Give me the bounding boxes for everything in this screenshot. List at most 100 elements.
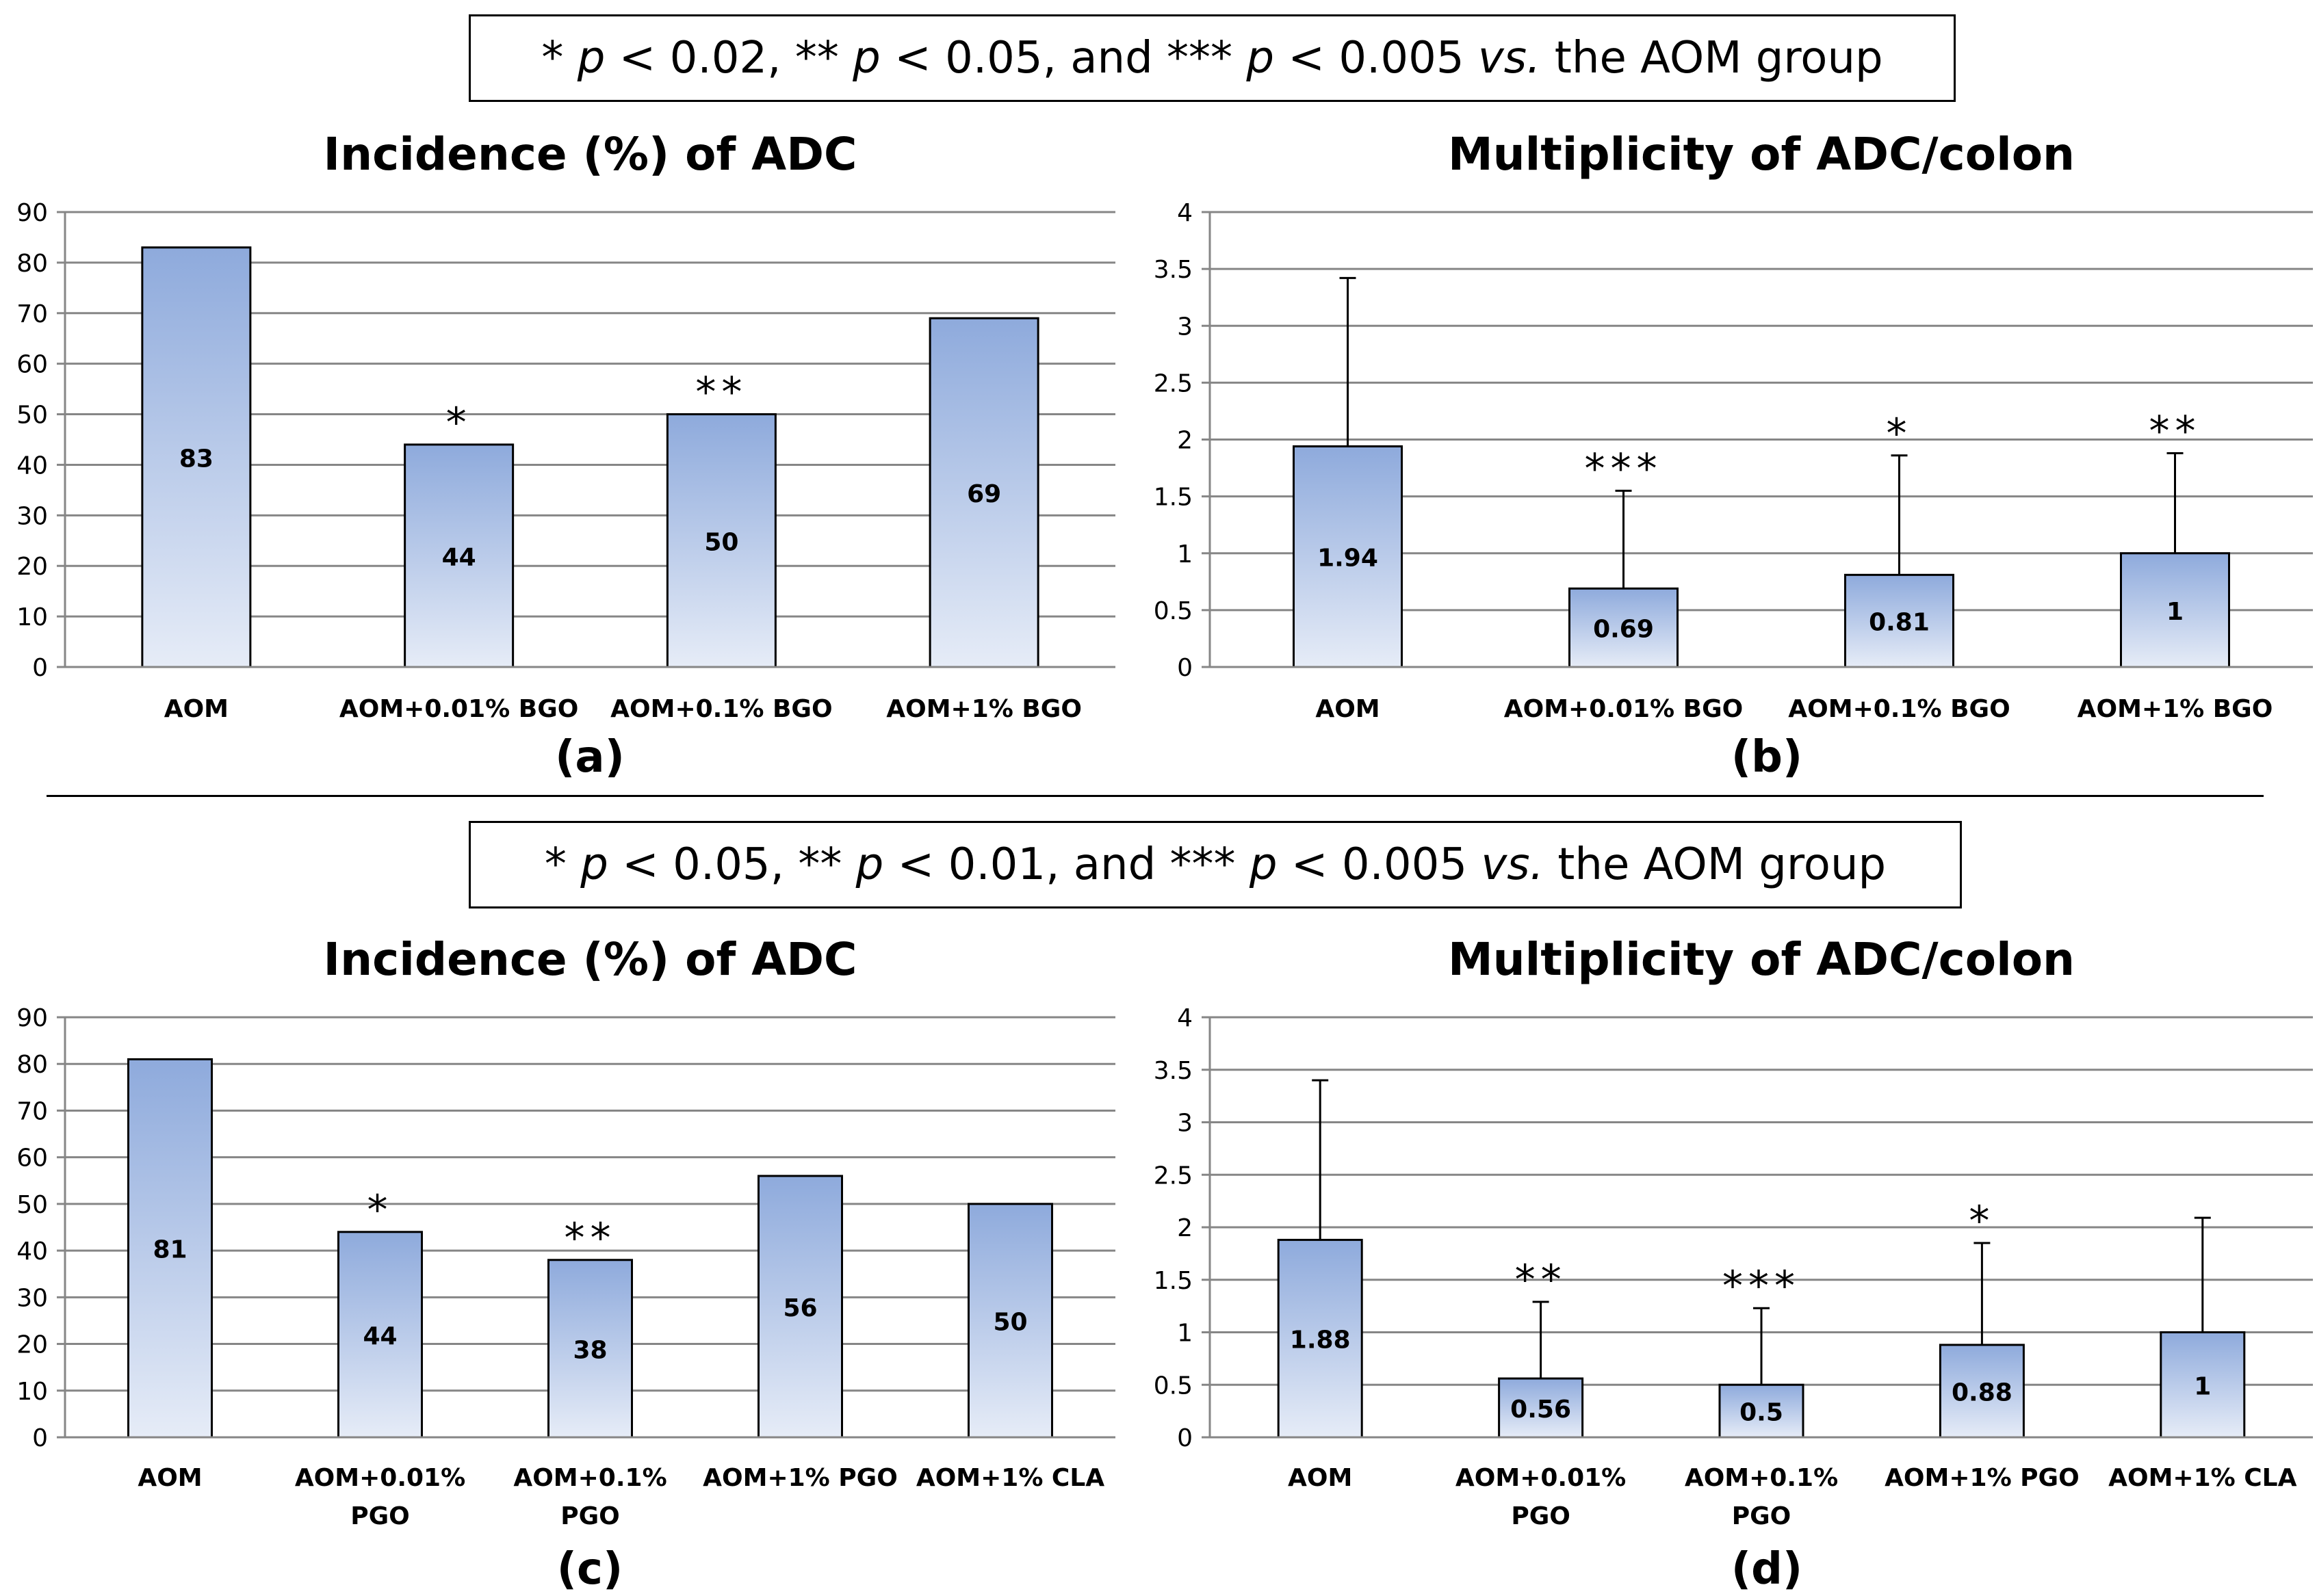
y-tick-label: 0 [32,654,48,682]
y-tick-label: 70 [16,300,48,328]
y-tick-label: 0 [1177,1424,1193,1452]
bar [141,246,252,668]
y-tick-label: 2 [1177,427,1193,455]
x-category-label: PGO [350,1502,410,1530]
bar [1277,1238,1363,1439]
legend-segment: the AOM group [1540,33,1883,83]
bar-value-label: 0.5 [1739,1399,1783,1427]
x-category-label: AOM+1% CLA [916,1464,1104,1492]
bar-value-label: 0.88 [1952,1378,2012,1407]
y-tick-label: 20 [16,553,48,581]
significance-marker: ** [2149,407,2201,455]
bar [547,1259,633,1439]
bar-value-label: 83 [179,445,213,473]
legend-segment: < 0.005 [1277,839,1481,890]
x-category-label: AOM+0.1% BGO [610,695,832,723]
y-tick-label: 30 [16,502,48,530]
y-tick-label: 80 [16,250,48,278]
legend-segment: < 0.05, ** [608,839,856,890]
legend-p: p [1249,839,1278,890]
legend-vs: vs. [1481,839,1544,890]
significance-marker: * [1969,1197,1995,1245]
y-tick-label: 1 [1177,540,1193,568]
y-tick-label: 90 [16,1004,48,1032]
y-tick-label: 2.5 [1154,369,1193,397]
bar [929,317,1039,668]
x-category-label: AOM+1% PGO [703,1464,898,1492]
x-category-label: AOM+0.1% BGO [1788,695,2010,723]
y-tick-label: 70 [16,1097,48,1125]
bar-value-label: 0.69 [1593,616,1654,644]
y-tick-label: 3.5 [1154,1057,1193,1085]
bar-value-label: 0.56 [1510,1396,1571,1424]
bar-value-label: 44 [442,543,476,571]
legend-segment: < 0.005 [1274,33,1478,83]
legend-segment: the AOM group [1543,839,1887,890]
bar [1939,1344,2025,1439]
significance-marker: ** [695,369,747,417]
y-tick-label: 30 [16,1284,48,1312]
bar-value-label: 1 [2194,1372,2211,1400]
bar [666,413,777,668]
bar-value-label: 0.81 [1869,609,1930,637]
panel-label: (c) [557,1544,623,1595]
y-tick-label: 0 [1177,654,1193,682]
legend-p: p [1246,33,1275,83]
y-tick-label: 4 [1177,199,1193,227]
y-tick-label: 40 [16,1238,48,1266]
legend-box-bottom: * p < 0.05, ** p < 0.01, and *** p < 0.0… [469,821,1962,908]
y-tick-label: 10 [16,1378,48,1406]
chart-d: Multiplicity of ADC/colon 0 0.5 1 1.5 2 2.5 3 3.… [1154,933,2313,1595]
significance-marker: ** [1515,1256,1567,1304]
y-tick-label: 0.5 [1154,597,1193,625]
y-tick-label: 1 [1177,1320,1193,1348]
x-category-label: AOM+0.01% [1455,1464,1626,1492]
y-tick-label: 3 [1177,313,1193,341]
legend-vs: vs. [1477,33,1541,83]
bar [1844,573,1954,668]
legend-star: * [544,839,567,890]
chart-title: Incidence (%) of ADC [324,933,857,986]
bar [127,1058,213,1439]
x-category-label: AOM [1288,1464,1352,1492]
x-category-label: AOM [138,1464,202,1492]
significance-marker: ** [565,1214,617,1262]
legend-text-top: * p < 0.02, ** p < 0.05, and *** p < 0.0… [541,36,1882,80]
bar [1718,1383,1804,1439]
x-category-label: AOM+0.1% [513,1464,666,1492]
significance-marker: * [1887,410,1913,458]
y-tick-label: 2 [1177,1214,1193,1242]
panel-label: (a) [555,732,625,783]
y-tick-label: 60 [16,351,48,379]
legend-segment: < 0.02, ** [605,33,853,83]
chart-title: Incidence (%) of ADC [324,128,857,181]
chart-title: Multiplicity of ADC/colon [1448,933,2075,986]
significance-marker: *** [1585,445,1663,493]
legend-text-bottom: * p < 0.05, ** p < 0.01, and *** p < 0.0… [545,843,1886,887]
panel-label: (b) [1731,732,1802,783]
y-tick-label: 80 [16,1051,48,1079]
bar-value-label: 38 [573,1336,607,1364]
chart-c: Incidence (%) of ADC 0 10 20 30 40 50 60 70 80 90 8… [16,933,1115,1595]
bar-value-label: 50 [704,528,738,556]
x-category-label: AOM+1% BGO [2077,695,2273,723]
bar [404,443,515,668]
bar [2160,1331,2246,1439]
bar-value-label: 56 [783,1294,817,1322]
bar-value-label: 50 [993,1308,1027,1336]
y-tick-label: 3 [1177,1110,1193,1138]
y-tick-label: 90 [16,199,48,227]
chart-a: Incidence (%) of ADC 0 10 20 30 40 50 60 70 80 90 8… [16,128,1115,783]
legend-p: p [855,839,884,890]
x-category-label: PGO [560,1502,620,1530]
legend-box-top: * p < 0.02, ** p < 0.05, and *** p < 0.0… [469,14,1956,102]
legend-star: * [541,33,564,83]
x-category-label: AOM+1% BGO [886,695,1082,723]
y-tick-label: 1.5 [1154,484,1193,512]
x-category-label: AOM+0.01% BGO [339,695,578,723]
y-tick-label: 1.5 [1154,1267,1193,1295]
y-tick-label: 0 [32,1424,48,1452]
x-category-label: AOM+1% CLA [2108,1464,2296,1492]
y-tick-label: 50 [16,1191,48,1219]
y-tick-label: 10 [16,603,48,631]
